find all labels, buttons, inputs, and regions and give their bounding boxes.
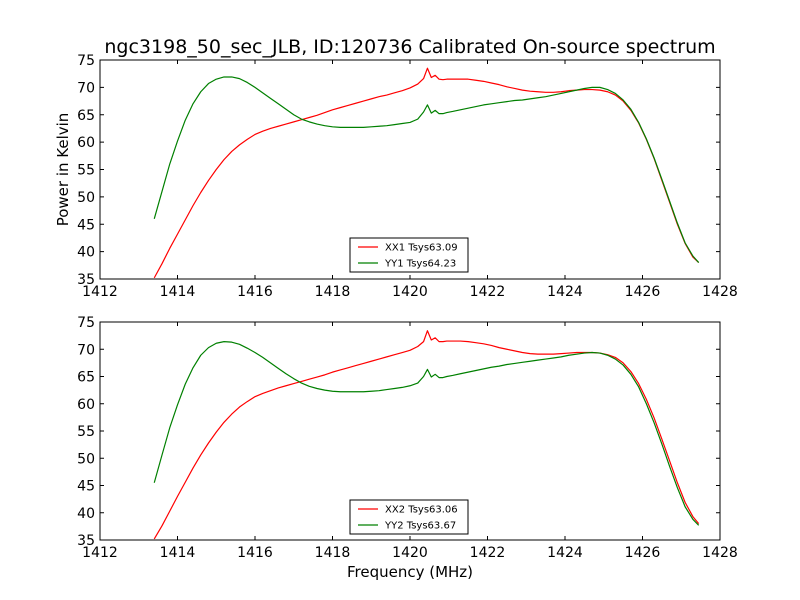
top-legend-label-2: YY1 Tsys64.23 — [384, 259, 456, 270]
top-ytick-label: 40 — [77, 245, 95, 261]
top-series-line-1 — [153, 67, 700, 279]
top-xtick-label: 1424 — [547, 284, 583, 300]
top-ytick-label: 55 — [77, 163, 95, 179]
bottom-legend-label-2: YY2 Tsys63.67 — [384, 521, 456, 532]
bottom-legend: XX2 Tsys63.06 YY2 Tsys63.67 — [349, 499, 469, 535]
top-xtick-label: 1428 — [702, 284, 738, 300]
bottom-series-line-2 — [153, 341, 700, 526]
bottom-xtick-label: 1422 — [470, 545, 506, 561]
top-ytick-label: 75 — [77, 53, 95, 69]
figure-title: ngc3198_50_sec_JLB, ID:120736 Calibrated… — [104, 36, 715, 58]
top-xtick-label: 1412 — [82, 284, 118, 300]
top-ytick-label: 70 — [77, 80, 95, 96]
bottom-xtick-label: 1416 — [237, 545, 273, 561]
bottom-xtick-label: 1428 — [702, 545, 738, 561]
bottom-plot-area: 1412 1414 1416 1418 1420 1422 1424 1426 1428 35 40… — [77, 315, 738, 561]
bottom-xtick-label: 1426 — [625, 545, 661, 561]
bottom-ytick-label: 65 — [77, 370, 95, 386]
bottom-xtick-label: 1420 — [392, 545, 428, 561]
top-subplot: Power in Kelvin 1412 1414 1416 1418 1420 1422… — [54, 53, 738, 300]
top-ytick-label: 50 — [77, 190, 95, 206]
top-xtick-label: 1416 — [237, 284, 273, 300]
top-series-line-2 — [153, 76, 700, 263]
bottom-ytick-label: 75 — [77, 315, 95, 331]
bottom-legend-box — [349, 499, 469, 535]
top-xtick-label: 1422 — [470, 284, 506, 300]
bottom-ytick-label: 60 — [77, 397, 95, 413]
top-ytick-label: 60 — [77, 135, 95, 151]
bottom-ytick-label: 55 — [77, 424, 95, 440]
top-ytick-label: 35 — [77, 272, 95, 288]
top-xtick-label: 1418 — [315, 284, 351, 300]
bottom-xtick-label: 1424 — [547, 545, 583, 561]
top-ylabel: Power in Kelvin — [54, 113, 72, 227]
top-legend: XX1 Tsys63.09 YY1 Tsys64.23 — [349, 237, 469, 273]
bottom-ytick-label: 40 — [77, 506, 95, 522]
top-ytick-label: 45 — [77, 217, 95, 233]
bottom-xlabel: Frequency (MHz) — [347, 563, 473, 581]
top-legend-label-1: XX1 Tsys63.09 — [385, 243, 458, 254]
bottom-xtick-label: 1418 — [315, 545, 351, 561]
top-ytick-label: 65 — [77, 108, 95, 124]
bottom-legend-label-1: XX2 Tsys63.06 — [385, 505, 458, 516]
bottom-ytick-label: 35 — [77, 533, 95, 549]
bottom-xtick-label: 1412 — [82, 545, 118, 561]
bottom-subplot: Frequency (MHz) 1412 1414 1416 1418 1420 1422… — [77, 315, 738, 581]
top-plot-area: 1412 1414 1416 1418 1420 1422 1424 1426 1428 35 40… — [77, 53, 738, 300]
top-xtick-label: 1414 — [160, 284, 196, 300]
bottom-ytick-label: 45 — [77, 479, 95, 495]
bottom-ytick-label: 50 — [77, 451, 95, 467]
top-xtick-label: 1420 — [392, 284, 428, 300]
top-legend-box — [349, 237, 469, 273]
top-xtick-label: 1426 — [625, 284, 661, 300]
bottom-xtick-label: 1414 — [160, 545, 196, 561]
bottom-ytick-label: 70 — [77, 342, 95, 358]
